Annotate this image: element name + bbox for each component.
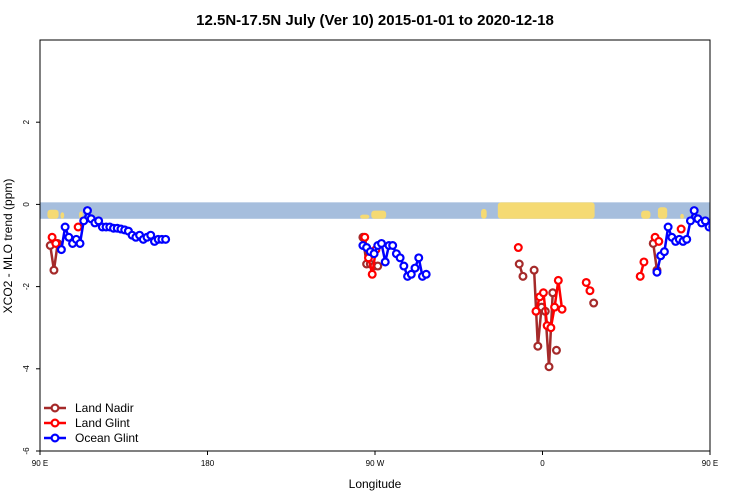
data-point [410,263,420,273]
data-point [585,286,595,296]
series-ocean-glint [56,206,724,281]
y-tick-label: 0 [22,202,31,207]
data-point [47,232,57,242]
data-point [377,238,387,248]
land-patch [60,212,65,219]
data-point [82,206,92,216]
x-axis-label: Longitude [349,477,402,491]
series-land-nadir [45,232,662,372]
data-point [557,304,567,314]
land-patch [360,214,370,219]
y-tick-label: 2 [22,119,31,124]
data-point [399,261,409,271]
land-patch [497,202,595,219]
data-point [708,223,710,231]
legend-marker [50,433,60,443]
data-point [73,222,83,232]
legend-label: Land Glint [75,416,130,430]
x-tick-label: 90 E [32,459,48,468]
data-point [581,277,591,287]
data-point [79,216,89,226]
y-tick-label: -2 [22,282,31,290]
data-point [406,269,416,279]
data-point [60,222,70,232]
legend-marker [50,418,60,428]
data-point [64,232,74,242]
data-point [538,288,548,298]
land-patch [481,208,487,219]
data-point [639,257,649,267]
data-point [700,216,710,226]
data-point [513,243,523,253]
data-point [380,257,390,267]
data-point [533,341,543,351]
data-point [689,206,699,216]
y-tick-label: -4 [22,365,31,373]
data-point [94,216,104,226]
land-patch [680,213,684,219]
data-point [360,232,370,242]
data-point [518,271,528,281]
data-point [414,253,424,263]
data-point [146,230,156,240]
land-patch [641,210,651,219]
land-patch [657,207,668,219]
data-point [49,265,59,275]
data-point [659,247,669,257]
x-tick-label: 90 W [366,459,385,468]
data-point [51,238,61,248]
data-point [551,345,561,355]
x-axis: 90 E 180 90 W 0 90 E [32,451,718,468]
data-point [685,216,695,226]
legend-marker [50,403,60,413]
data-point [75,238,85,248]
data-point [546,323,556,333]
data-point [367,269,377,279]
chart-title: 12.5N-17.5N July (Ver 10) 2015-01-01 to … [196,12,554,29]
series-layer [45,206,724,372]
x-tick-label: 90 E [702,459,718,468]
data-point [544,362,554,372]
data-point [717,225,724,232]
series-land-glint [47,222,686,333]
data-point [395,253,405,263]
data-point [676,224,686,234]
data-point [550,302,560,312]
data-point [682,234,692,244]
data-point [529,265,539,275]
y-axis: -6 -4 -2 0 2 [22,119,40,455]
x-tick-label: 180 [201,459,215,468]
y-tick-label: -6 [22,447,31,455]
data-point [531,306,541,316]
land-patch [47,209,59,219]
data-point [652,267,662,277]
data-point [388,241,398,251]
data-point [589,298,599,308]
y-axis-label: XCO2 - MLO trend (ppm) [1,179,15,314]
land-patch [371,210,387,219]
data-point [654,236,664,246]
data-point [161,234,171,244]
x-tick-label: 0 [540,459,545,468]
data-point [56,245,66,255]
data-point [421,269,431,279]
data-point [553,275,563,285]
data-point [369,249,379,259]
background-map-band [40,202,710,219]
data-point [373,261,383,271]
legend-label: Ocean Glint [75,431,139,445]
data-point [663,222,673,232]
legend-label: Land Nadir [75,401,134,415]
data-point [514,259,524,269]
data-point [713,225,720,232]
data-point [635,271,645,281]
